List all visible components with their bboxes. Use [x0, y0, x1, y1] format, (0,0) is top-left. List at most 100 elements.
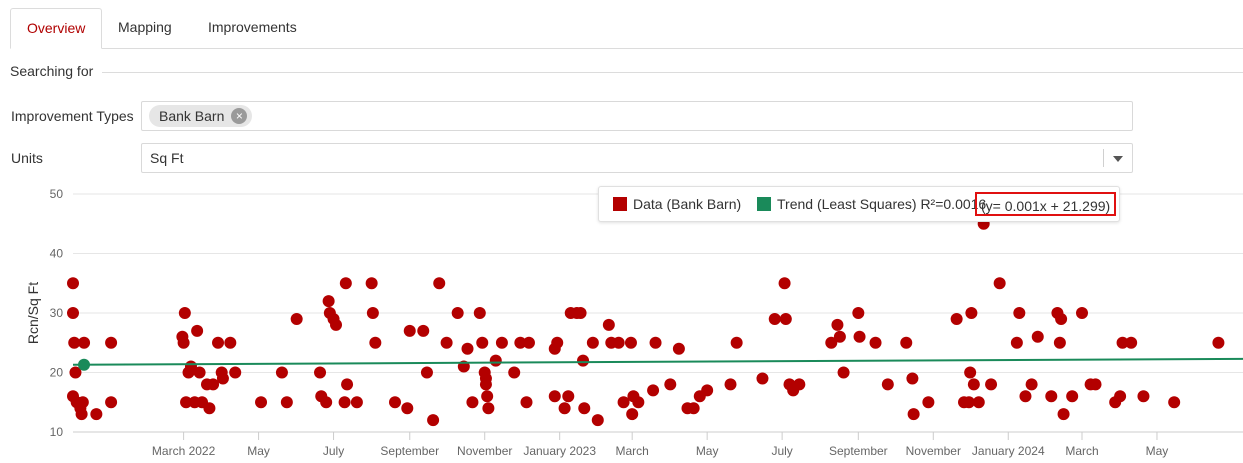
data-point: [793, 378, 806, 391]
remove-chip-icon[interactable]: ×: [231, 108, 248, 124]
data-point: [724, 378, 737, 391]
x-tick-label: September: [380, 444, 439, 458]
chip-label: Bank Barn: [159, 108, 225, 124]
data-point: [365, 277, 378, 290]
data-point: [440, 336, 453, 349]
x-tick-label: July: [323, 444, 344, 458]
x-tick-label: March 2022: [152, 444, 216, 458]
data-point: [778, 277, 791, 290]
data-point: [626, 408, 639, 421]
tab-mapping[interactable]: Mapping: [118, 19, 172, 35]
data-point: [280, 396, 293, 409]
improvement-types-field[interactable]: Bank Barn ×: [141, 101, 1133, 131]
tab-overview[interactable]: Overview: [10, 8, 103, 49]
data-point: [687, 402, 700, 415]
improvement-type-chip: Bank Barn ×: [149, 105, 253, 127]
data-point: [105, 396, 118, 409]
data-point: [433, 277, 446, 290]
data-point: [881, 378, 894, 391]
scatter-chart: 10 20 30 40 50 March 2022 May July September Nove…: [25, 187, 1243, 458]
data-point: [551, 336, 564, 349]
data-point: [632, 396, 645, 409]
data-point: [68, 336, 81, 349]
data-point: [869, 336, 882, 349]
data-point: [320, 396, 333, 409]
x-tick-label: May: [247, 444, 270, 458]
data-point: [1076, 307, 1089, 319]
data-point: [825, 336, 838, 349]
data-point: [522, 336, 535, 349]
chevron-down-icon[interactable]: [1113, 156, 1123, 162]
data-point: [1125, 336, 1138, 349]
data-point: [90, 408, 103, 421]
data-point: [466, 396, 479, 409]
data-point: [420, 366, 433, 379]
data-point: [401, 402, 414, 415]
data-point: [577, 354, 590, 367]
data-point: [105, 336, 118, 349]
improvement-types-label: Improvement Types: [11, 108, 134, 124]
trend-equation-highlight: (y= 0.001x + 21.299): [975, 192, 1117, 216]
data-point: [756, 372, 769, 385]
data-point: [624, 336, 637, 349]
data-point: [602, 318, 615, 331]
data-point: [967, 378, 980, 391]
units-select[interactable]: Sq Ft: [141, 143, 1133, 173]
x-tick-label: September: [829, 444, 888, 458]
data-point: [1025, 378, 1038, 391]
legend-item-trend[interactable]: Trend (Least Squares) R²=0.0016: [757, 187, 986, 221]
x-tick-label: November: [457, 444, 512, 458]
data-point: [586, 336, 599, 349]
data-point: [950, 312, 963, 325]
y-tick-label: 50: [50, 187, 64, 201]
data-point: [1055, 312, 1068, 325]
data-point: [548, 390, 561, 403]
data-point: [191, 324, 204, 337]
data-point: [314, 366, 327, 379]
data-point: [1114, 390, 1127, 403]
data-point: [1168, 396, 1181, 409]
tab-bar: Overview Mapping Improvements: [10, 8, 1243, 49]
x-tick-label: May: [696, 444, 719, 458]
data-point: [612, 336, 625, 349]
data-point: [768, 312, 781, 325]
data-point: [476, 336, 489, 349]
data-point: [75, 408, 88, 421]
data-point: [403, 324, 416, 337]
units-selected-value: Sq Ft: [150, 150, 184, 166]
data-point: [985, 378, 998, 391]
data-point: [481, 390, 494, 403]
data-point: [482, 402, 495, 415]
data-point: [779, 312, 792, 325]
data-point: [852, 307, 865, 319]
data-point: [275, 366, 288, 379]
data-point: [1137, 390, 1150, 403]
x-tick-label: July: [771, 444, 792, 458]
data-point: [514, 336, 527, 349]
data-point: [672, 342, 685, 355]
data-point: [831, 318, 844, 331]
data-point: [180, 396, 193, 409]
data-point: [1089, 378, 1102, 391]
data-point: [664, 378, 677, 391]
data-point: [1212, 336, 1225, 349]
data-point: [1013, 307, 1026, 319]
data-point: [833, 330, 846, 343]
data-point: [69, 366, 82, 379]
legend-item-data[interactable]: Data (Bank Barn): [613, 187, 741, 221]
data-point: [906, 372, 919, 385]
data-point: [900, 336, 913, 349]
data-point: [341, 378, 354, 391]
data-point: [369, 336, 382, 349]
data-point: [338, 396, 351, 409]
x-tick-label: November: [906, 444, 961, 458]
data-point: [212, 336, 225, 349]
y-tick-label: 40: [50, 247, 64, 261]
data-point: [965, 307, 978, 319]
data-point: [229, 366, 242, 379]
data-point: [417, 324, 430, 337]
data-point: [730, 336, 743, 349]
data-point: [451, 307, 464, 319]
data-point: [473, 307, 486, 319]
tab-improvements[interactable]: Improvements: [208, 19, 297, 35]
